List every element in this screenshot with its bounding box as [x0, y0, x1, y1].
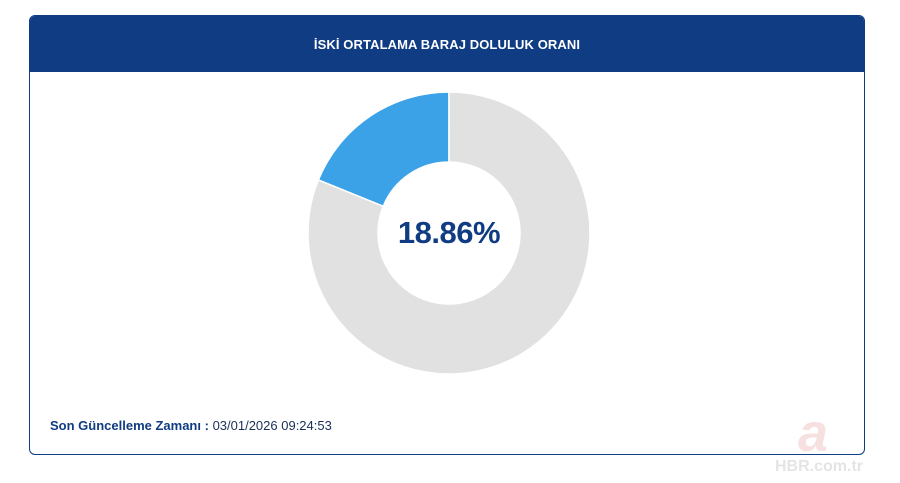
last-update-value: 03/01/2026 09:24:53	[212, 418, 332, 433]
donut-slice-filled	[317, 92, 450, 208]
last-update-label: Son Güncelleme Zamanı :	[50, 418, 209, 433]
reservoir-card: İSKİ ORTALAMA BARAJ DOLULUK ORANI 18.86%…	[29, 15, 865, 455]
donut-chart: 18.86%	[308, 92, 590, 374]
watermark-letter: a	[798, 405, 828, 463]
hbr-watermark-logo: a HBR.com.tr	[775, 405, 863, 475]
card-title: İSKİ ORTALAMA BARAJ DOLULUK ORANI	[313, 36, 581, 52]
last-update: Son Güncelleme Zamanı : 03/01/2026 09:24…	[50, 418, 332, 433]
fill-percentage: 18.86%	[397, 215, 501, 250]
donut-slice-remaining	[308, 92, 590, 374]
donut-svg	[308, 92, 590, 374]
watermark-site: HBR.com.tr	[775, 458, 863, 475]
card-header: İSKİ ORTALAMA BARAJ DOLULUK ORANI	[30, 16, 864, 72]
